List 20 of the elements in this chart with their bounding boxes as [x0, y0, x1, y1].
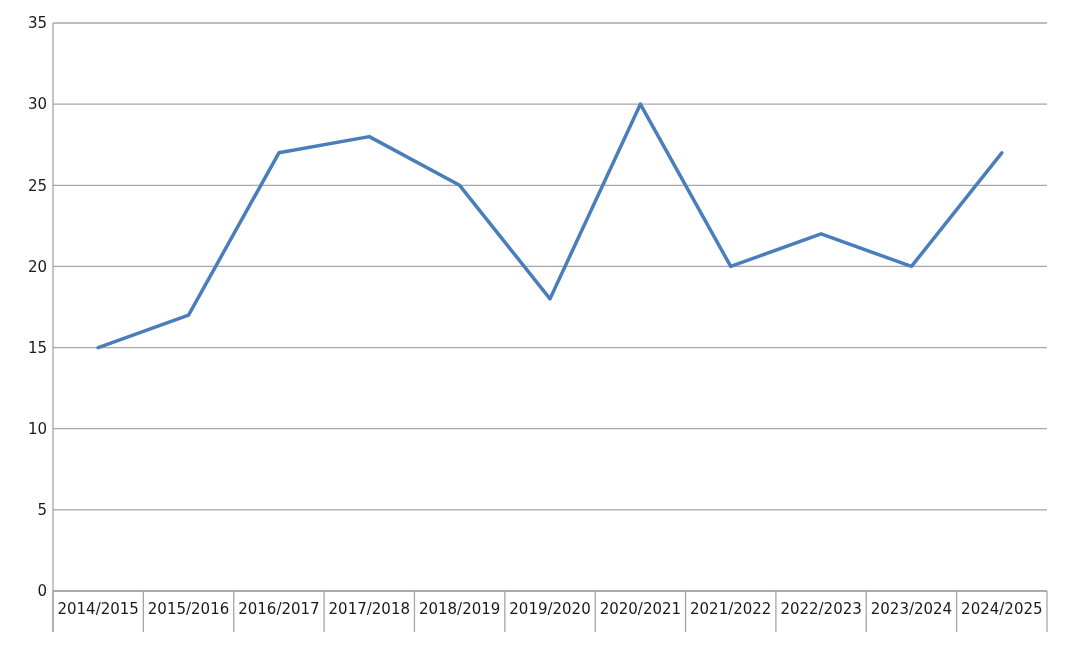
x-tick-label: 2021/2022 — [690, 600, 772, 619]
x-tick-label: 2023/2024 — [870, 600, 953, 619]
y-tick-label: 25 — [27, 176, 47, 195]
y-tick-label: 10 — [27, 419, 47, 438]
y-tick-label: 15 — [27, 338, 47, 357]
y-tick-label: 35 — [27, 14, 47, 33]
x-tick-label: 2016/2017 — [238, 600, 320, 619]
x-tick-label: 2018/2019 — [418, 600, 501, 619]
x-tick-label: 2019/2020 — [509, 600, 591, 619]
x-tick-label: 2015/2016 — [147, 600, 230, 619]
x-tick-label: 2014/2015 — [57, 600, 139, 619]
x-tick-label: 2024/2025 — [961, 600, 1043, 619]
y-tick-label: 0 — [37, 582, 47, 601]
y-tick-label: 30 — [27, 95, 47, 114]
x-tick-label: 2022/2023 — [780, 600, 862, 619]
x-tick-label: 2020/2021 — [599, 600, 682, 619]
x-tick-label: 2017/2018 — [328, 600, 410, 619]
y-tick-label: 20 — [27, 257, 47, 276]
line-series — [96, 102, 1004, 350]
y-tick-label: 5 — [37, 501, 47, 520]
